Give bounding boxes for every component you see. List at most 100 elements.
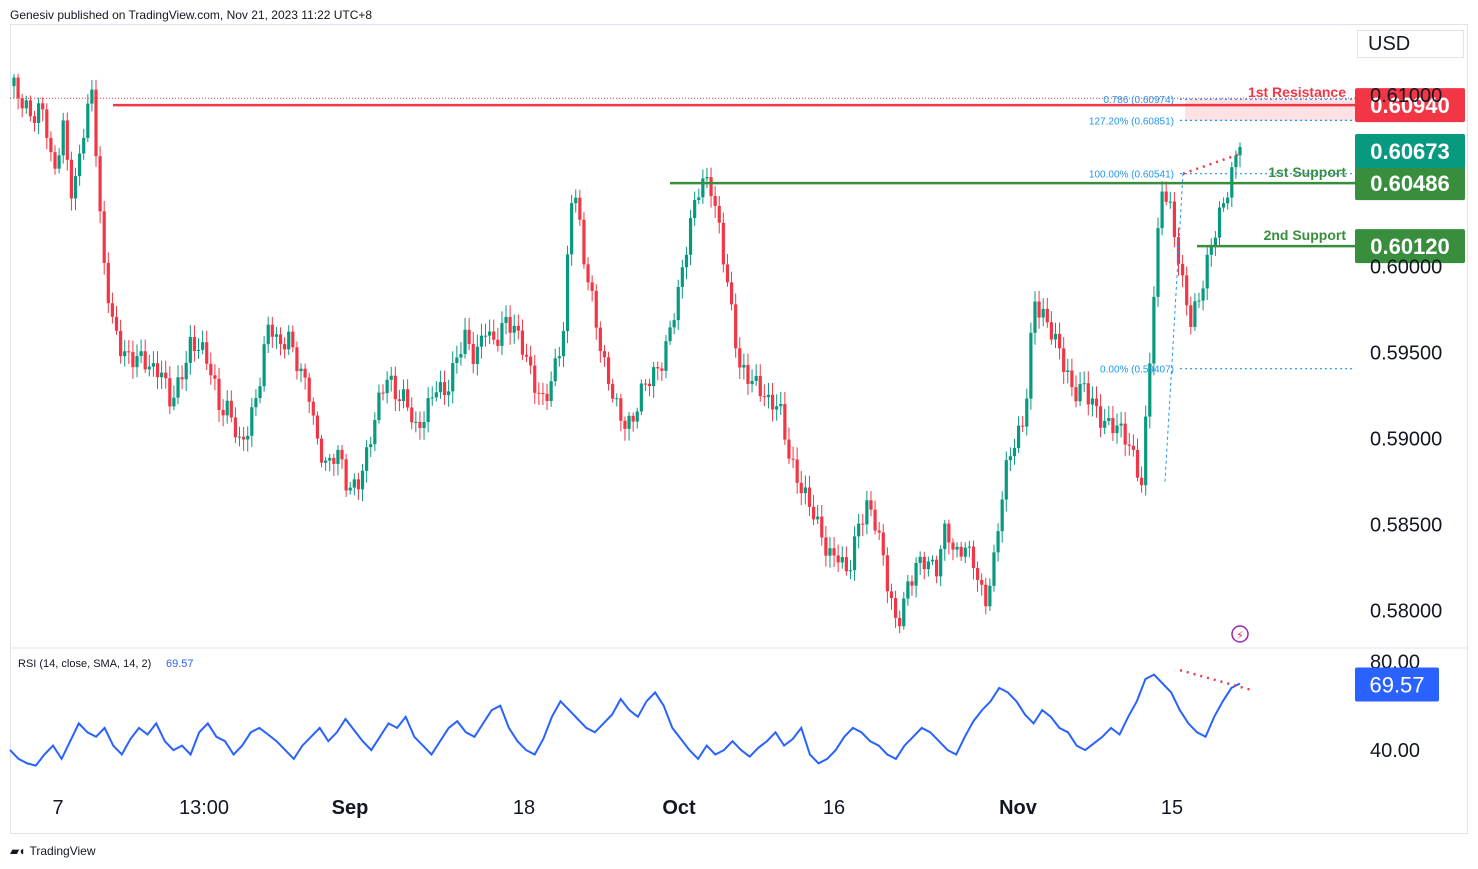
candle-body xyxy=(229,400,233,418)
candle-body xyxy=(832,548,836,556)
price-tick-label: 0.59500 xyxy=(1370,343,1442,365)
candle-body xyxy=(1062,348,1066,373)
candle-body xyxy=(209,363,213,376)
candle-body xyxy=(844,557,848,572)
candle-body xyxy=(1045,308,1049,323)
time-tick-label: 18 xyxy=(513,797,535,819)
level-price-badge xyxy=(1355,88,1465,123)
candle-body xyxy=(254,398,258,408)
candle-body xyxy=(360,470,365,490)
candle-body xyxy=(315,415,320,439)
candle-body xyxy=(885,555,889,592)
candle-body xyxy=(479,335,484,347)
candle-body xyxy=(250,407,254,436)
candle-body xyxy=(578,197,582,220)
candle-body xyxy=(586,264,590,283)
candle-body xyxy=(1037,301,1041,318)
currency-selector[interactable]: USD xyxy=(1357,30,1464,58)
candle-body xyxy=(1205,254,1209,289)
candle-body xyxy=(828,548,832,556)
candle-body xyxy=(561,331,566,357)
candle-body xyxy=(110,303,115,317)
candle-body xyxy=(500,323,504,346)
candle-body xyxy=(401,389,406,402)
candle-body xyxy=(32,116,37,124)
candle-body xyxy=(565,254,570,332)
tradingview-logo-text: TradingView xyxy=(29,844,96,858)
candle-body xyxy=(1049,322,1053,340)
candle-body xyxy=(37,103,41,124)
candle-body xyxy=(131,352,135,368)
level-price-badge xyxy=(1355,229,1465,264)
candle-body xyxy=(631,415,635,422)
candle-body xyxy=(729,282,734,305)
candle-body xyxy=(381,392,385,394)
candle-body xyxy=(606,357,611,385)
candle-body xyxy=(684,254,689,268)
candle-body xyxy=(258,386,262,399)
candle-body xyxy=(529,356,533,366)
tradingview-logo[interactable]: ▰◖ TradingView xyxy=(10,844,96,858)
candle-body xyxy=(701,178,705,198)
candle-body xyxy=(1127,444,1131,446)
candle-body xyxy=(1041,308,1045,318)
candle-body xyxy=(754,375,758,381)
price-tick-label: 0.58500 xyxy=(1370,515,1442,537)
rsi-title-value: 69.57 xyxy=(166,658,194,670)
candle-body xyxy=(1189,305,1193,327)
time-tick-label: 7 xyxy=(52,797,63,819)
candle-body xyxy=(1025,398,1029,427)
candle-body xyxy=(725,264,730,283)
candle-body xyxy=(233,417,238,438)
candle-body xyxy=(201,342,205,350)
candle-body xyxy=(24,100,28,109)
candle-body xyxy=(504,316,508,324)
candle-body xyxy=(1111,417,1115,434)
candle-body xyxy=(1029,332,1033,399)
rsi-title: RSI (14, close, SMA, 14, 2) xyxy=(18,658,151,670)
candle-body xyxy=(410,407,414,423)
candle-body xyxy=(582,219,586,265)
candle-body xyxy=(237,436,242,438)
candle-body xyxy=(180,377,184,380)
candle-body xyxy=(225,400,229,416)
candle-body xyxy=(291,331,295,348)
candle-body xyxy=(344,459,348,491)
candle-body xyxy=(1209,245,1213,255)
candle-body xyxy=(705,177,709,179)
candle-body xyxy=(553,358,557,382)
candle-body xyxy=(94,89,98,157)
candle-body xyxy=(791,458,795,460)
candle-body xyxy=(639,383,643,412)
price-axis: 0.61000 0.60000 0.59500 0.59000 0.58500 0.580… xyxy=(1370,85,1442,623)
candle-body xyxy=(467,329,471,345)
candle-body xyxy=(188,336,192,363)
candle-body xyxy=(1115,425,1119,434)
candle-body xyxy=(20,98,24,109)
candle-body xyxy=(1074,387,1078,402)
candle-body xyxy=(664,341,668,371)
candle-body xyxy=(28,100,33,117)
candle-body xyxy=(373,419,377,445)
candle-body xyxy=(414,421,418,423)
candle-body xyxy=(693,200,697,219)
level-price-text: 0.60486 xyxy=(1370,171,1450,196)
candle-body xyxy=(139,351,143,356)
candle-body xyxy=(836,555,840,563)
candle-body xyxy=(811,506,816,520)
alert-icon xyxy=(1231,625,1249,643)
candle-body xyxy=(270,324,274,337)
candle-body xyxy=(508,316,512,333)
candle-body xyxy=(943,523,947,550)
candle-body xyxy=(1090,398,1094,405)
candle-body xyxy=(877,530,881,533)
time-tick-label: 15 xyxy=(1161,797,1183,819)
fib-label: 127.20% (0.60851) xyxy=(1089,116,1174,127)
candle-body xyxy=(1070,370,1074,388)
last-price-badge xyxy=(1355,134,1465,169)
time-axis: 7 13:00 Sep 18 Oct 16 Nov 15 xyxy=(52,797,1183,819)
candle-body xyxy=(168,378,172,407)
candle-body xyxy=(86,103,90,138)
candle-body xyxy=(820,516,824,538)
candle-body xyxy=(488,331,492,336)
